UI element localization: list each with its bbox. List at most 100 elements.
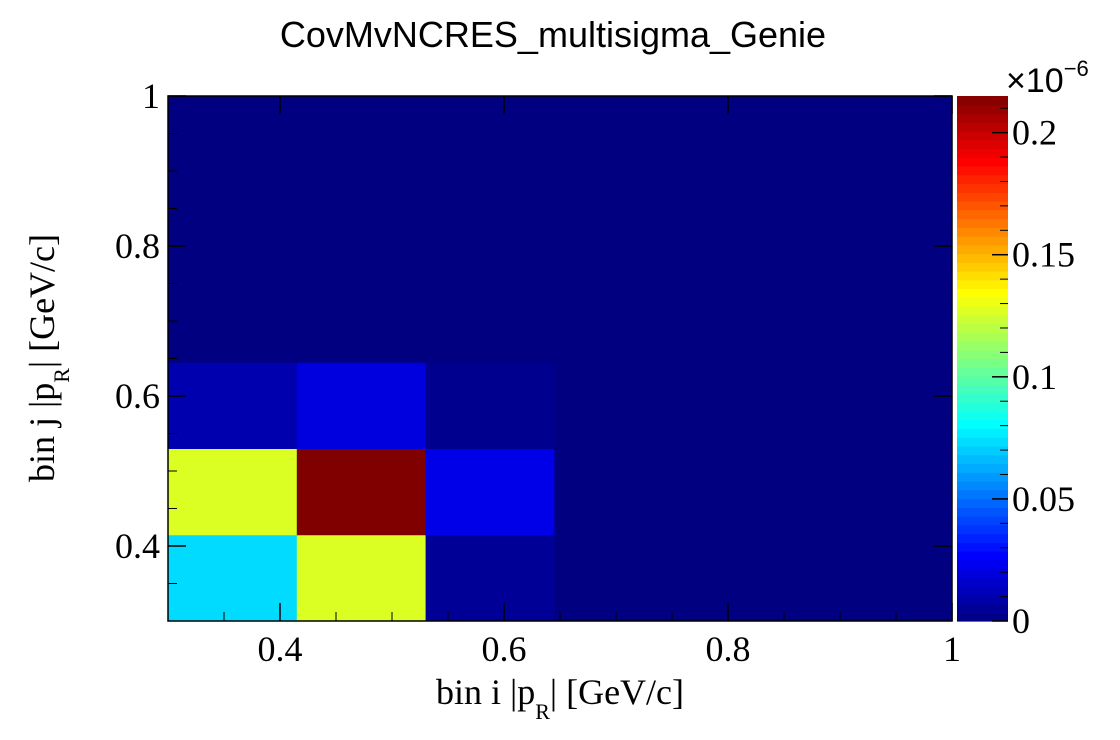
color-scale-tick-label: 0 bbox=[1012, 601, 1030, 641]
color-scale-step bbox=[957, 113, 1008, 123]
y-tick-label: 1 bbox=[142, 76, 160, 116]
color-scale-step bbox=[957, 393, 1008, 403]
color-scale-step bbox=[957, 227, 1008, 237]
heatmap-cells bbox=[168, 96, 953, 622]
color-scale-step bbox=[957, 419, 1008, 430]
color-scale-tick-label: 0.1 bbox=[1012, 357, 1057, 397]
x-tick-label: 1 bbox=[943, 629, 961, 669]
heatmap-cell bbox=[425, 534, 555, 622]
color-scale-step bbox=[957, 559, 1008, 570]
heatmap-cell bbox=[168, 362, 298, 449]
x-tick-label: 0.6 bbox=[482, 629, 527, 669]
color-scale-step bbox=[957, 122, 1008, 132]
color-scale-step bbox=[957, 332, 1008, 342]
color-scale-step bbox=[957, 288, 1008, 298]
color-scale-step bbox=[957, 603, 1008, 613]
color-scale-step bbox=[957, 358, 1008, 368]
color-scale-step bbox=[957, 498, 1008, 508]
color-scale-step bbox=[957, 568, 1008, 578]
heatmap-cell bbox=[296, 534, 427, 622]
x-tick-label: 0.4 bbox=[258, 629, 303, 669]
y-axis-label-prefix: bin j | bbox=[22, 401, 62, 482]
heatmap-cell bbox=[168, 448, 298, 536]
color-scale-bar bbox=[957, 96, 1008, 622]
color-scale-step bbox=[957, 104, 1008, 115]
color-scale-step bbox=[957, 551, 1008, 561]
color-scale-step bbox=[957, 402, 1008, 412]
color-scale-step bbox=[957, 244, 1008, 255]
heatmap-cell bbox=[425, 362, 555, 449]
x-axis-label-suffix: | [GeV/c] bbox=[550, 672, 684, 712]
color-scale-step bbox=[957, 236, 1008, 246]
title-box bbox=[232, 4, 887, 68]
color-scale-step bbox=[957, 271, 1008, 281]
color-scale-step bbox=[957, 96, 1008, 106]
y-axis-label-vector: p bbox=[22, 383, 62, 401]
color-scale-step bbox=[957, 262, 1008, 272]
heatmap-cell bbox=[168, 96, 298, 363]
color-scale-step bbox=[957, 411, 1008, 421]
color-scale-step bbox=[957, 446, 1008, 456]
chart-title: CovMvNCRES_multisigma_Genie bbox=[280, 14, 826, 55]
heatmap-cell bbox=[554, 534, 953, 622]
color-scale-step bbox=[957, 174, 1008, 185]
color-scale-step bbox=[957, 323, 1008, 333]
color-scale-step bbox=[957, 157, 1008, 167]
color-scale-step bbox=[957, 428, 1008, 438]
y-axis-label: bin j |pR| [GeV/c] bbox=[22, 234, 74, 482]
color-scale-step bbox=[957, 612, 1008, 622]
heatmap-cell bbox=[425, 448, 555, 536]
heatmap-cell bbox=[554, 96, 953, 363]
y-tick-label: 0.6 bbox=[115, 376, 160, 416]
color-scale-step bbox=[957, 253, 1008, 263]
y-tick-label: 0.4 bbox=[115, 526, 160, 566]
color-scale-step bbox=[957, 507, 1008, 517]
color-scale-step bbox=[957, 314, 1008, 325]
color-scale-step bbox=[957, 306, 1008, 316]
color-scale-step bbox=[957, 524, 1008, 535]
color-scale-tick-label: 0.2 bbox=[1012, 113, 1057, 153]
heatmap-cell bbox=[425, 96, 555, 363]
color-scale-step bbox=[957, 349, 1008, 360]
heatmap-cell bbox=[296, 96, 427, 363]
color-scale-step bbox=[957, 148, 1008, 158]
color-scale-step bbox=[957, 489, 1008, 500]
color-scale-multiplier-exponent: −6 bbox=[1064, 56, 1089, 81]
heatmap-cell bbox=[296, 448, 427, 536]
color-scale-step bbox=[957, 516, 1008, 526]
color-scale-step bbox=[957, 201, 1008, 211]
color-scale-step bbox=[957, 454, 1008, 465]
color-scale-step bbox=[957, 131, 1008, 141]
color-scale-step bbox=[957, 297, 1008, 307]
color-scale-step bbox=[957, 384, 1008, 395]
color-scale-ticks: 0 0.05 0.1 0.15 0.2 bbox=[992, 107, 1075, 641]
heatmap-cell bbox=[296, 362, 427, 449]
color-scale-tick-label: 0.15 bbox=[1012, 235, 1075, 275]
color-scale-multiplier: ×10−6 bbox=[1006, 56, 1089, 100]
color-scale-multiplier-base: ×10 bbox=[1006, 62, 1064, 100]
color-scale-step bbox=[957, 481, 1008, 491]
x-axis-ticks: 0.4 0.6 0.8 1 bbox=[167, 96, 961, 669]
color-scale-step bbox=[957, 577, 1008, 587]
color-scale-step bbox=[957, 209, 1008, 220]
color-scale-step bbox=[957, 279, 1008, 290]
color-scale-step bbox=[957, 192, 1008, 202]
color-scale-step bbox=[957, 463, 1008, 473]
x-axis-label: bin i |pR| [GeV/c] bbox=[436, 672, 684, 724]
color-scale-step bbox=[957, 367, 1008, 377]
heatmap-cell bbox=[168, 534, 298, 622]
y-axis-label-suffix: | [GeV/c] bbox=[22, 234, 62, 368]
x-axis-label-subscript: R bbox=[535, 699, 550, 724]
color-scale-step bbox=[957, 437, 1008, 447]
color-scale-step bbox=[957, 341, 1008, 351]
color-scale-step bbox=[957, 586, 1008, 596]
color-scale-step bbox=[957, 139, 1008, 150]
y-axis-label-subscript: R bbox=[49, 368, 74, 383]
color-scale-tick-label: 0.05 bbox=[1012, 479, 1075, 519]
color-scale-step bbox=[957, 218, 1008, 228]
x-axis-label-vector: p bbox=[517, 672, 535, 712]
heatmap-cell bbox=[554, 362, 953, 449]
x-tick-label: 0.8 bbox=[706, 629, 751, 669]
y-tick-label: 0.8 bbox=[115, 226, 160, 266]
